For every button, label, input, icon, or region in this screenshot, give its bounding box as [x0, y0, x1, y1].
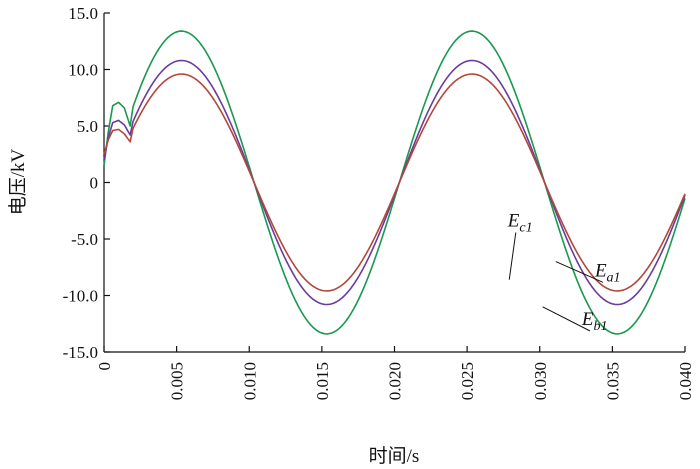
- annotation-label-eb1: Eb1: [581, 309, 608, 334]
- annotation-label-ea1: Ea1: [594, 260, 621, 285]
- x-tick-label: 0.005: [168, 362, 187, 400]
- x-tick-label: 0.010: [240, 362, 259, 400]
- x-tick-label: 0: [95, 362, 114, 371]
- y-tick-label: 10.0: [68, 61, 98, 80]
- y-tick-label: 5.0: [77, 117, 98, 136]
- x-axis-title: 时间/s: [369, 445, 420, 467]
- annotation-leader-ea1: [555, 261, 604, 283]
- y-tick-label: -10.0: [63, 287, 98, 306]
- annotation-leader-ec1: [508, 232, 517, 280]
- x-tick-label: 0.040: [676, 362, 695, 400]
- x-tick-label: 0.035: [603, 362, 622, 400]
- y-axis-title: 电压/kV: [7, 148, 29, 215]
- y-tick-label: 0: [90, 174, 99, 193]
- x-tick-label: 0.020: [386, 362, 405, 400]
- y-tick-label: -15.0: [63, 343, 98, 362]
- annotation-label-ec1: Ec1: [507, 211, 533, 236]
- series-layer: [103, 30, 686, 335]
- annotation-layer: Ec1 Ea1 Eb1: [507, 211, 621, 334]
- axes: 15.010.05.00-5.0-10.0-15.00 0.005 0.010 0.0…: [63, 4, 695, 400]
- x-tick-label: 0.030: [531, 362, 550, 400]
- annotation-leader-eb1: [542, 306, 591, 332]
- x-tick-label: 0.015: [313, 362, 332, 400]
- y-tick-label: -5.0: [71, 230, 98, 249]
- x-tick-label: 0.025: [458, 362, 477, 400]
- series-line-ec1: [103, 73, 686, 292]
- y-tick-label: 15.0: [68, 4, 98, 23]
